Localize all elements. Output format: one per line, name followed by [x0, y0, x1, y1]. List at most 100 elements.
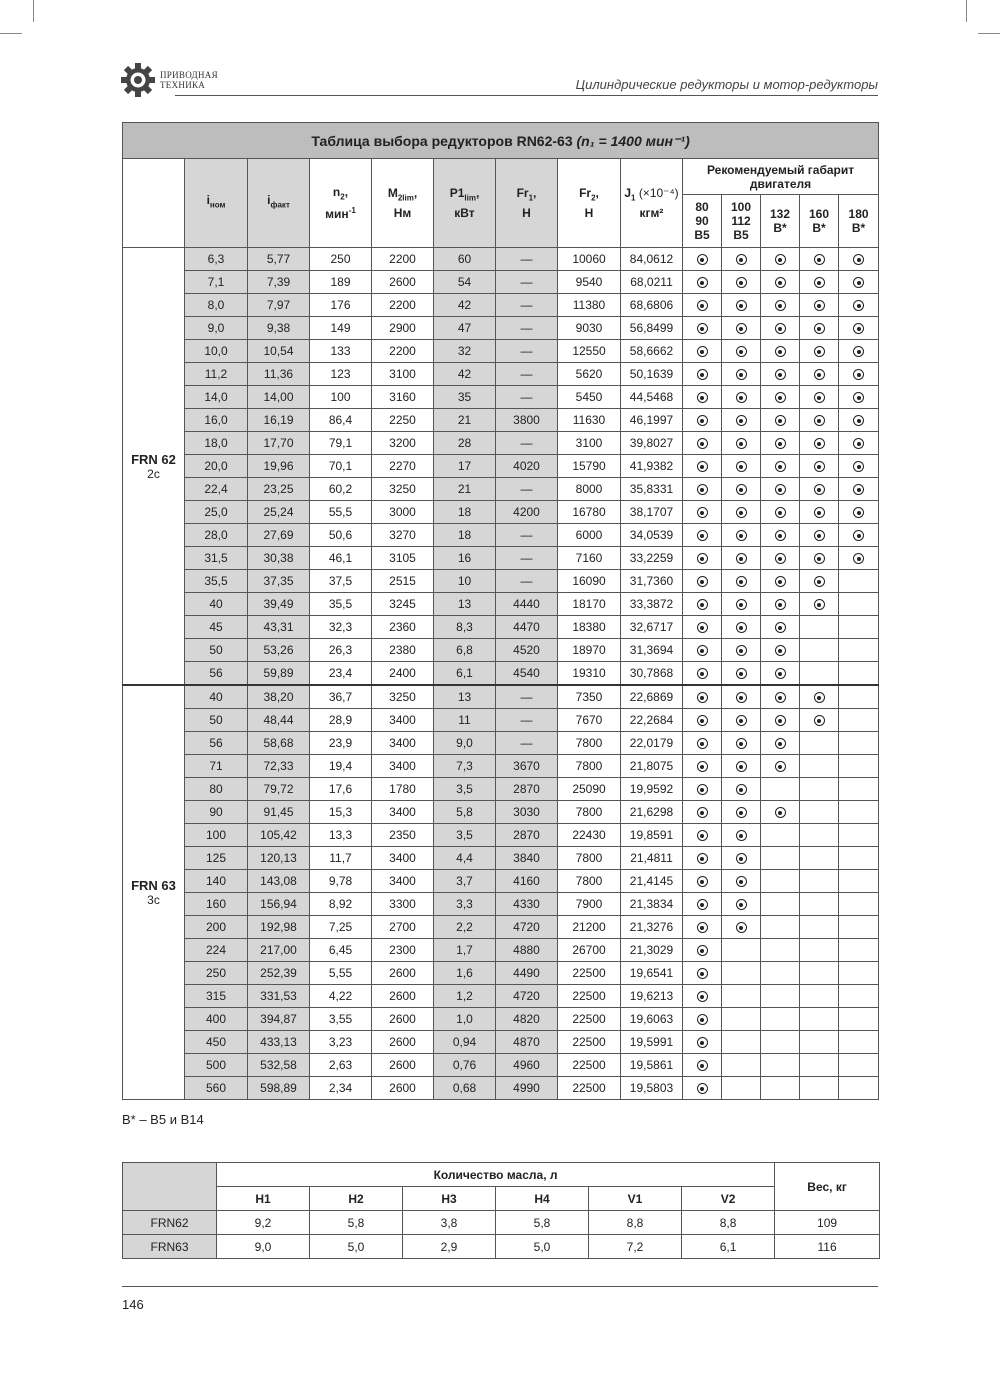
cell: 79,1: [309, 431, 372, 455]
table-row: 31,5 30,38 46,1 3105 16—7160 33,2259: [123, 546, 880, 570]
cell: 5450: [557, 385, 621, 409]
motor-cell: [837, 915, 880, 939]
motor-cell: [837, 247, 880, 271]
recommended-dot-icon: [774, 484, 786, 496]
model-stages: 3c: [147, 893, 160, 907]
cell: 32,6717: [620, 615, 683, 639]
recommended-dot-icon: [696, 1083, 708, 1095]
cell: 22,4: [184, 477, 248, 501]
mounting-position: V2: [680, 1186, 776, 1211]
motor-cell: [760, 915, 800, 939]
cell: 532,58: [247, 1053, 310, 1077]
cell: 21: [433, 477, 496, 501]
motor-cell: [682, 846, 722, 870]
cell: 19310: [557, 661, 621, 686]
recommended-dot-icon: [813, 277, 825, 289]
table-row: 18,0 17,70 79,1 3200 28—3100 39,8027: [123, 431, 880, 455]
recommended-dot-icon: [774, 668, 786, 680]
table-row: 250 252,39 5,55 2600 1,6 4490 22500 19,6541: [123, 961, 880, 985]
cell: 18: [433, 523, 496, 547]
cell: 37,35: [247, 569, 310, 593]
motor-cell: [837, 846, 880, 870]
cell: 22430: [557, 823, 621, 847]
cell: 16,0: [184, 408, 248, 432]
oil-value: 2,9: [402, 1234, 496, 1259]
recommended-dot-icon: [774, 599, 786, 611]
motor-cell: [682, 293, 722, 317]
cell: 40: [184, 592, 248, 616]
motor-cell: [682, 661, 722, 686]
table-row: 160 156,94 8,92 3300 3,3 4330 7900 21,3834: [123, 892, 880, 916]
cell: 1,0: [433, 1007, 496, 1031]
oil-value: 3,8: [402, 1210, 496, 1235]
cell: 18: [433, 500, 496, 524]
cell: 35,5: [309, 592, 372, 616]
table-row: 9,0 9,38 149 2900 47—9030 56,8499: [123, 316, 880, 340]
cell: 0,94: [433, 1030, 496, 1054]
motor-cell: [760, 615, 800, 639]
motor-cell: [760, 846, 800, 870]
cell: 84,0612: [620, 247, 683, 271]
recommended-dot-icon: [696, 1060, 708, 1072]
table-title: Таблица выбора редукторов RN62-63 (n₁ = …: [121, 122, 880, 159]
cell: 3270: [371, 523, 434, 547]
recommended-dot-icon: [735, 899, 747, 911]
cell: 46,1: [309, 546, 372, 570]
motor-cell: [721, 984, 761, 1008]
motor-cell: [721, 546, 761, 570]
recommended-dot-icon: [696, 853, 708, 865]
cell: 125: [184, 846, 248, 870]
cell: 19,6063: [620, 1007, 683, 1031]
cell: 7900: [557, 892, 621, 916]
cell: 189: [309, 270, 372, 294]
motor-cell: [799, 592, 839, 616]
motor-cell: [721, 569, 761, 593]
model-name: FRN 63: [131, 878, 176, 893]
motor-cell: [682, 708, 722, 732]
cell: 8000: [557, 477, 621, 501]
cell: 4200: [495, 500, 558, 524]
motor-cell: [760, 661, 800, 686]
table-row: 500 532,58 2,63 2600 0,76 4960 22500 19,5861: [123, 1053, 880, 1077]
cell: 17,6: [309, 777, 372, 801]
cell: 217,00: [247, 938, 310, 962]
motor-cell: [799, 846, 839, 870]
table-row: 50 53,26 26,3 2380 6,8 4520 18970 31,3694: [123, 638, 880, 662]
motor-cell: [837, 892, 880, 916]
recommended-dot-icon: [774, 461, 786, 473]
motor-cell: [837, 362, 880, 386]
motor-cell: [760, 592, 800, 616]
recommended-dot-icon: [735, 369, 747, 381]
motor-cell: [682, 684, 722, 709]
cell: 11,2: [184, 362, 248, 386]
motor-cell: [760, 777, 800, 801]
cell: 3670: [495, 754, 558, 778]
cell: —: [495, 431, 558, 455]
motor-cell: [799, 661, 839, 686]
cell: 2600: [371, 270, 434, 294]
recommended-dot-icon: [853, 507, 865, 519]
cell: 1,2: [433, 984, 496, 1008]
recommended-dot-icon: [735, 461, 747, 473]
motor-cell: [837, 938, 880, 962]
recommended-dot-icon: [696, 438, 708, 450]
motor-cell: [760, 1076, 800, 1100]
motor-cell: [721, 270, 761, 294]
motor-cell: [682, 892, 722, 916]
cell: 2600: [371, 961, 434, 985]
cell: 2700: [371, 915, 434, 939]
cell: 53,26: [247, 638, 310, 662]
table-row: 80 79,72 17,6 1780 3,5 2870 25090 19,9592: [123, 777, 880, 801]
motor-cell: [799, 477, 839, 501]
recommended-dot-icon: [696, 599, 708, 611]
cell: 19,4: [309, 754, 372, 778]
cell: 56: [184, 731, 248, 755]
cell: 3,3: [433, 892, 496, 916]
motor-cell: [682, 546, 722, 570]
cell: 21,3029: [620, 938, 683, 962]
cell: 7,39: [247, 270, 310, 294]
motor-cell: [721, 316, 761, 340]
motor-cell: [799, 1030, 839, 1054]
cell: 7,97: [247, 293, 310, 317]
recommended-dot-icon: [735, 277, 747, 289]
